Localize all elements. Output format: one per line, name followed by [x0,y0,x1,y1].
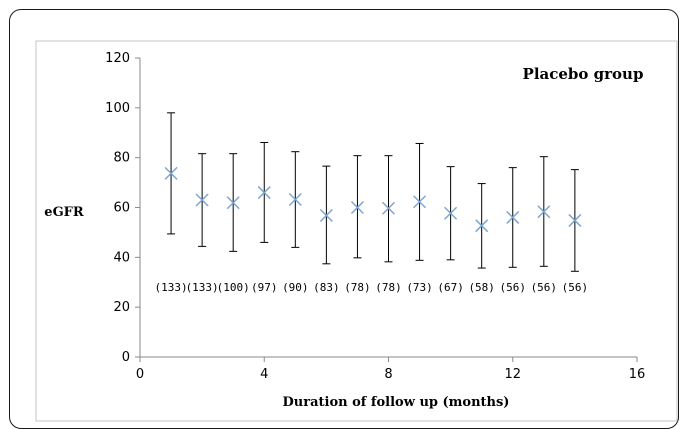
y-axis-label: eGFR [44,205,84,220]
data-markers [164,166,582,233]
data-point-marker [506,210,520,224]
y-tick-labels: 0 20 40 60 80 100 120 [105,51,130,365]
sample-size-label: (83) [313,281,340,294]
chart: (133)(133)(100) (97) (90) (83) (78) (78) (73)(… [35,40,678,422]
data-point-marker [537,205,551,219]
data-point-marker [164,166,178,180]
data-point-marker [350,200,364,215]
axes [135,57,638,362]
sample-size-label: (58) [468,281,495,294]
data-point-marker [444,206,458,220]
data-point-marker [257,186,271,200]
data-point-marker [413,195,427,209]
chart-title: Placebo group [523,65,644,83]
x-tick-label: 16 [629,367,646,382]
sample-size-label: (56) [562,281,589,294]
sample-size-label: (67) [437,281,464,294]
sample-size-label: (78) [375,281,402,294]
plot-area-border [35,40,678,422]
data-point-marker [226,196,240,210]
data-point-marker [381,201,396,215]
y-tick-label: 60 [113,201,130,216]
data-point-marker [288,192,302,207]
sample-size-label: (56) [531,281,558,294]
x-axis-label: Duration of follow up (months) [283,395,510,410]
data-point-marker [319,208,333,223]
sample-size-label: (97) [251,281,278,294]
x-tick-label: 12 [504,367,521,382]
y-tick-label: 100 [105,101,130,116]
sample-size-label: (73) [406,281,433,294]
sample-size-label: (56) [500,281,527,294]
chart-frame: (133) (133) (100) (97) (90) (83) (78) (78) (73)(… [9,9,679,429]
x-tick-label: 4 [260,367,268,382]
y-tick-label: 80 [113,151,130,166]
y-tick-label: 20 [113,300,130,315]
y-tick-label: 0 [122,350,130,365]
sample-size-label: (133) [155,281,188,294]
x-tick-labels: 0 4 8 12 16 [136,367,645,382]
sample-size-label: (100) [217,281,250,294]
y-tick-label: 40 [113,250,130,265]
y-tick-label: 120 [105,51,130,66]
sample-size-labels: (133)(133)(100) (97) (90) (83) (78) (78) (73)(… [155,281,589,294]
sample-size-label: (133) [186,281,219,294]
sample-size-label: (90) [282,281,309,294]
x-tick-label: 0 [136,367,144,382]
data-point-marker [568,213,582,227]
sample-size-label: (78) [344,281,371,294]
data-point-marker [475,219,489,233]
x-tick-label: 8 [384,367,392,382]
data-point-marker [195,193,209,207]
